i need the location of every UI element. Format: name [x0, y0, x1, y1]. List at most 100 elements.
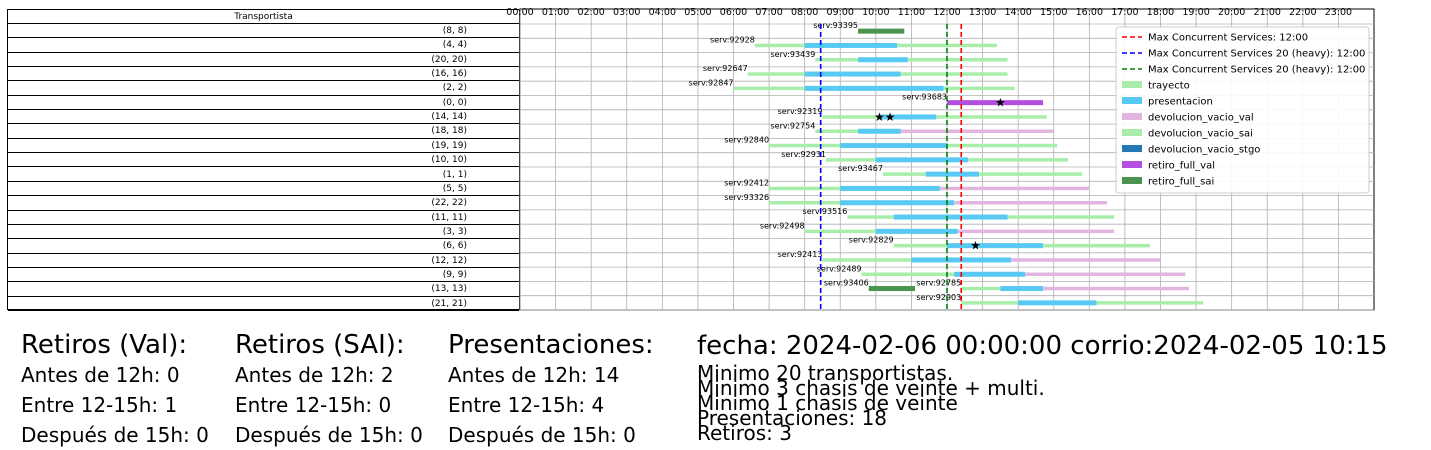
- transportista-label: (3, 3): [442, 226, 467, 237]
- legend-label: retiro_full_sai: [1148, 177, 1214, 188]
- bar-trayecto: [822, 258, 912, 262]
- bar-devolucion-vacio-val: [957, 229, 1115, 234]
- x-tick-label: 04:00: [649, 7, 676, 18]
- gantt-chart: 00:00 01:00 02:00 03:00 04:00 05:00 06:00 07:00…: [506, 7, 1375, 311]
- transportista-label: (2, 2): [442, 83, 467, 94]
- table-row: (6, 6): [8, 239, 519, 254]
- bar-trayecto: [826, 158, 876, 162]
- legend-label: devolucion_vacio_sai: [1148, 129, 1253, 140]
- retiros-sai-entre: Entre 12-15h: 0: [235, 393, 392, 417]
- transportista-label: (10, 10): [431, 155, 467, 166]
- x-tick-label: 12:00: [933, 7, 960, 18]
- x-tick-label: 19:00: [1182, 7, 1209, 18]
- bar-presentacion: [804, 42, 898, 48]
- x-tick-label: 17:00: [1111, 7, 1138, 18]
- table-row: (14, 14): [8, 110, 519, 125]
- bar-devolucion-vacio-sai: [1007, 215, 1115, 219]
- bar-devolucion-vacio-val: [1025, 272, 1186, 276]
- bar-presentacion: [858, 57, 908, 63]
- service-label: serv:92412: [724, 178, 769, 187]
- x-tick-label: 06:00: [720, 7, 747, 18]
- presentaciones-despues: Después de 15h: 0: [448, 423, 636, 447]
- transportista-table: Transportista (8, 8) (4, 4) (20, 20) (16, 1…: [7, 9, 520, 311]
- service-label: serv:93395: [813, 21, 858, 30]
- summary-transportistas: Minimo 20 transportistas.: [697, 361, 954, 385]
- service-label: serv:93326: [724, 193, 769, 202]
- transportista-label: (1, 1): [442, 169, 467, 180]
- transportista-label: (20, 20): [431, 54, 467, 65]
- bar-devolucion-vacio-sai: [968, 158, 1068, 162]
- legend-label: Max Concurrent Services: 12:00: [1148, 33, 1308, 44]
- presentaciones-title: Presentaciones:: [448, 330, 654, 360]
- table-row: (16, 16): [8, 67, 519, 82]
- transportista-label: (11, 11): [431, 212, 467, 223]
- legend-label: retiro_full_val: [1148, 161, 1215, 172]
- x-tick-label: 05:00: [684, 7, 711, 18]
- service-label: serv:92903: [916, 293, 961, 302]
- transportista-label: (0, 0): [442, 97, 467, 108]
- table-row: (12, 12): [8, 254, 519, 268]
- transportista-label: (4, 4): [442, 40, 467, 51]
- bar-presentacion: [954, 271, 1026, 277]
- table-row: (4, 4): [8, 38, 519, 53]
- x-tick-label: 01:00: [542, 7, 569, 18]
- table-row: (0, 0): [8, 96, 519, 111]
- presentaciones-antes: Antes de 12h: 14: [448, 363, 620, 387]
- table-row: (2, 2): [8, 81, 519, 96]
- bar-retiro-full-sai: [868, 286, 915, 292]
- service-label: serv:92785: [916, 279, 961, 288]
- x-tick-label: 09:00: [827, 7, 854, 18]
- table-header: Transportista: [8, 10, 519, 24]
- retiros-val-entre: Entre 12-15h: 1: [21, 393, 178, 417]
- bar-presentacion: [879, 114, 937, 120]
- x-tick-label: 07:00: [755, 7, 782, 18]
- summary-chasis-multi: Minimo 3 chasis de veinte + multi.: [697, 376, 1045, 400]
- bar-trayecto: [804, 229, 876, 234]
- table-row: (3, 3): [8, 225, 519, 240]
- bar-trayecto: [754, 43, 805, 48]
- summary-presentaciones: Presentaciones: 18: [697, 406, 888, 430]
- bar-presentacion: [858, 128, 901, 134]
- bar-trayecto: [769, 201, 841, 205]
- bar-retiro-full-sai: [858, 28, 905, 34]
- bar-presentacion: [875, 228, 958, 234]
- x-tick-label: 21:00: [1254, 7, 1281, 18]
- x-tick-label: 15:00: [1040, 7, 1067, 18]
- service-label: serv:92931: [781, 150, 826, 159]
- summary-chasis-veinte: Minimo 1 chasis de veinte: [697, 391, 958, 415]
- service-label: serv:93683: [902, 93, 947, 102]
- bar-devolucion-vacio-sai: [900, 72, 1008, 76]
- transportista-label: (19, 19): [431, 140, 467, 151]
- legend-swatch: [1122, 145, 1142, 152]
- bar-trayecto: [822, 115, 880, 119]
- legend-swatch: [1122, 97, 1142, 104]
- transportista-label: (9, 9): [442, 269, 467, 280]
- star-marker: ★: [995, 96, 1006, 110]
- bar-presentacion: [804, 85, 944, 91]
- bar-trayecto: [882, 172, 926, 176]
- retiros-sai-block: Retiros (SAI): Antes de 12h: 2 Entre 12-…: [235, 330, 423, 450]
- legend-swatch: [1122, 129, 1142, 136]
- transportista-label: (13, 13): [431, 284, 467, 295]
- bar-devolucion-vacio-val: [1011, 258, 1161, 262]
- bar-devolucion-vacio-val: [900, 129, 1054, 133]
- table-row: (1, 1): [8, 168, 519, 182]
- x-tick-label: 02:00: [577, 7, 604, 18]
- service-label: serv:92498: [760, 221, 805, 230]
- bar-devolucion-vacio-sai: [1096, 301, 1204, 305]
- legend-label: Max Concurrent Services 20 (heavy): 12:0…: [1148, 65, 1365, 76]
- x-tick-label: 20:00: [1218, 7, 1245, 18]
- legend-label: devolucion_vacio_val: [1148, 113, 1254, 124]
- service-label: serv:93467: [838, 164, 883, 173]
- transportista-label: (16, 16): [431, 69, 467, 80]
- bar-devolucion-vacio-sai: [936, 115, 1047, 119]
- presentaciones-entre: Entre 12-15h: 4: [448, 393, 605, 417]
- bar-devolucion-vacio-val: [954, 201, 1108, 205]
- bar-devolucion-vacio-sai: [947, 143, 1058, 148]
- service-label: serv:92754: [771, 121, 816, 130]
- bar-trayecto: [961, 301, 1019, 305]
- legend-swatch: [1122, 161, 1142, 168]
- transportista-label: (5, 5): [442, 183, 467, 194]
- x-tick-label: 22:00: [1289, 7, 1316, 18]
- retiros-val-title: Retiros (Val):: [21, 330, 188, 360]
